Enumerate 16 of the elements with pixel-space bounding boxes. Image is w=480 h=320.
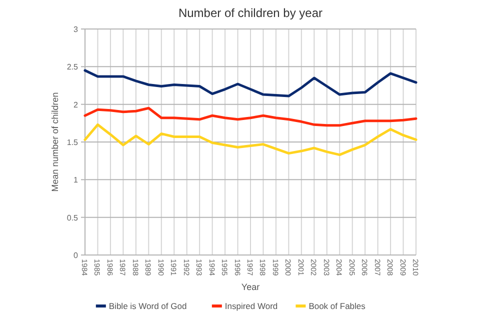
y-tick-label: 0: [74, 251, 79, 260]
y-tick-label: 1: [74, 176, 79, 185]
legend-label: Inspired Word: [224, 301, 278, 311]
line-series: [84, 69, 418, 98]
chart-title: Number of children by year: [178, 6, 323, 20]
y-tick-label: 2: [74, 100, 79, 110]
line-series: [84, 123, 418, 156]
line-series: [84, 106, 418, 127]
legend-label: Book of Fables: [308, 301, 366, 311]
y-tick-label: 1.5: [66, 138, 79, 147]
x-axis-title: Year: [241, 282, 260, 292]
y-tick-label: 3: [74, 25, 79, 34]
y-axis-title: Mean number of children: [50, 92, 60, 192]
y-tick-label: 2.5: [66, 62, 79, 72]
legend-label: Bible is Word of God: [108, 301, 187, 311]
y-tick-label: 0.5: [66, 213, 79, 222]
